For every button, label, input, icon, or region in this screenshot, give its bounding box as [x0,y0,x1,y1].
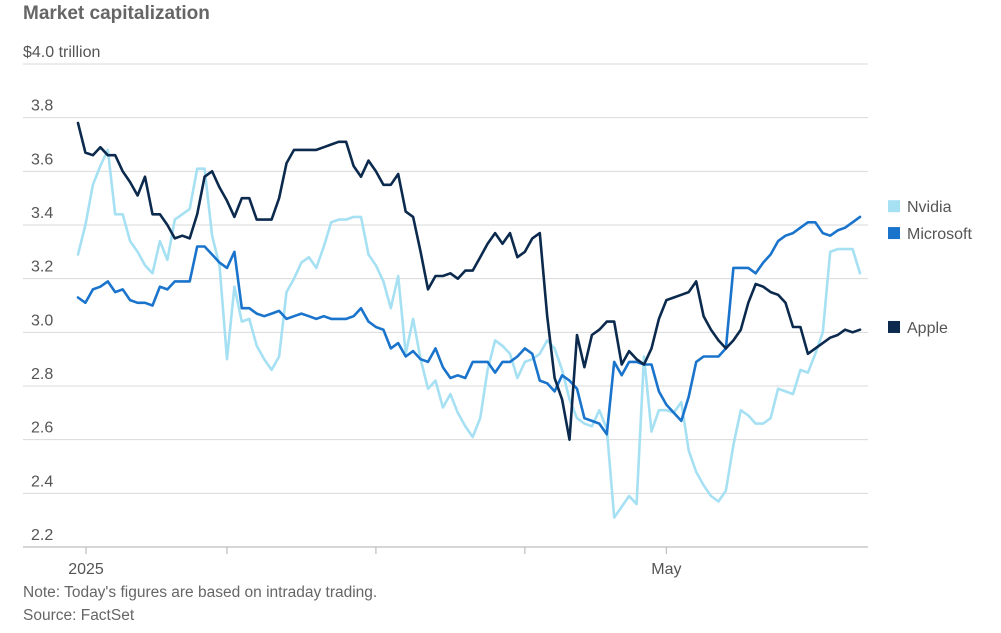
y-tick-label: 3.2 [31,259,53,276]
y-tick-label: 3.6 [31,151,53,168]
x-tick-label: 2025 [68,561,104,578]
series-line-apple [76,121,862,442]
series-line-microsoft [76,215,862,436]
y-tick-label: 2.6 [31,420,53,437]
series-lines [76,121,862,519]
legend: Nvidia Microsoft Apple [888,199,972,337]
y-tick-label: 2.2 [31,527,53,544]
legend-swatch-apple [888,320,900,333]
legend-label-nvidia: Nvidia [907,199,952,216]
y-tick-label: 3.8 [31,98,53,115]
y-axis-labels: 2.2 2.4 2.6 2.8 3.0 3.2 3.4 3.6 3.8 $4.0 trillion [23,44,100,544]
series-line-nvidia [76,148,862,519]
y-tick-label: 3.0 [31,312,53,329]
y-tick-label: 2.4 [31,473,53,490]
chart-title: Market capitalization [23,3,210,24]
legend-swatch-microsoft [888,227,900,240]
x-axis: 2025 May [23,546,868,578]
y-tick-label: 2.8 [31,366,53,383]
legend-label-microsoft: Microsoft [907,226,972,243]
legend-label-apple: Apple [907,320,948,337]
footnote: Note: Today's figures are based on intra… [23,584,378,601]
source-note: Source: FactSet [23,607,135,624]
y-axis-unit-label: $4.0 trillion [23,44,100,61]
y-tick-label: 3.4 [31,205,53,222]
x-tick-label: May [651,561,681,578]
legend-swatch-nvidia [888,200,900,213]
